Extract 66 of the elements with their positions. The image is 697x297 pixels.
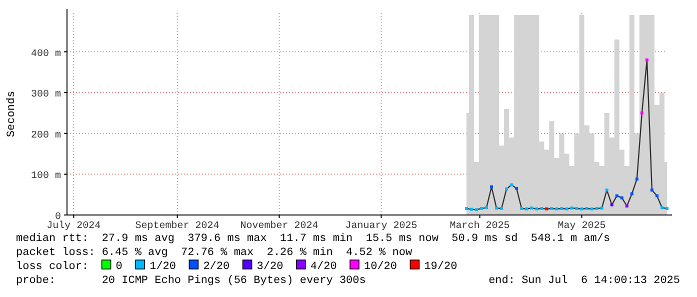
point: [575, 206, 578, 210]
y-tick-label: 400 m: [30, 48, 61, 60]
x-tick-label: November 2024: [240, 220, 318, 232]
point: [650, 188, 654, 192]
point: [660, 206, 664, 210]
point: [490, 185, 494, 188]
point: [645, 58, 648, 62]
point: [540, 206, 544, 210]
point: [545, 207, 548, 210]
x-tick-label: March 2025: [450, 220, 510, 232]
legend-label: 3/20: [256, 261, 284, 273]
point: [505, 187, 508, 190]
point: [595, 206, 598, 210]
legend-title: loss color:: [16, 261, 89, 273]
legend-label: 0: [116, 261, 122, 273]
text: median rtt: 27.9 ms avg 379.6 ms max 11.7 ms min 15.5 ms now 50.9 ms sd 548.1 m am/s: [16, 233, 610, 245]
point: [515, 186, 518, 190]
x-tick-label: January 2025: [345, 221, 418, 232]
legend-label: 1/20: [150, 261, 176, 273]
y-tick-label: 100 m: [30, 171, 61, 182]
legend-label: 2/20: [203, 261, 230, 273]
point: [635, 178, 638, 181]
text: probe: 20 ICMP Echo Pings (56 Bytes) every 300s: [16, 275, 366, 287]
point: [620, 196, 624, 200]
x-tick-label: September 2024: [135, 220, 220, 232]
text: end: Sun Jul 6 14:00:13 2025: [488, 275, 680, 287]
point: [570, 206, 574, 210]
point: [666, 206, 668, 210]
point: [625, 204, 628, 208]
point: [525, 207, 528, 210]
legend-label: 4/20: [310, 261, 337, 273]
point: [585, 206, 588, 210]
point: [565, 207, 568, 210]
line-series: [466, 59, 668, 210]
y-tick-label: 0: [54, 212, 61, 223]
point: [464, 206, 468, 210]
point: [530, 206, 534, 210]
legend-label: 19/20: [424, 261, 458, 273]
y-tick-label: 200 m: [30, 130, 61, 142]
point: [550, 206, 554, 210]
point: [560, 206, 564, 210]
point: [605, 188, 608, 192]
y-axis-title: Seconds: [6, 90, 18, 138]
point: [470, 208, 473, 211]
text: packet loss: 6.45 % avg 72.76 % max 2.26 % min 4.52 % now: [16, 247, 412, 259]
point: [485, 206, 488, 210]
x-tick-label: May 2025: [558, 221, 606, 232]
point: [535, 207, 538, 210]
point: [480, 206, 483, 210]
point: [495, 206, 498, 210]
x-tick-label: July 2024: [46, 220, 101, 232]
point: [630, 192, 634, 196]
point: [580, 207, 584, 210]
point: [520, 206, 524, 210]
point: [510, 183, 514, 186]
point: [500, 206, 504, 210]
legend-label: 10/20: [364, 261, 398, 273]
point: [600, 206, 604, 210]
point: [474, 208, 478, 212]
point: [640, 111, 644, 114]
point: [590, 207, 594, 210]
point: [655, 194, 658, 198]
point: [610, 203, 614, 206]
point: [615, 194, 618, 198]
point: [555, 207, 558, 210]
y-tick-label: 300 m: [30, 90, 61, 101]
